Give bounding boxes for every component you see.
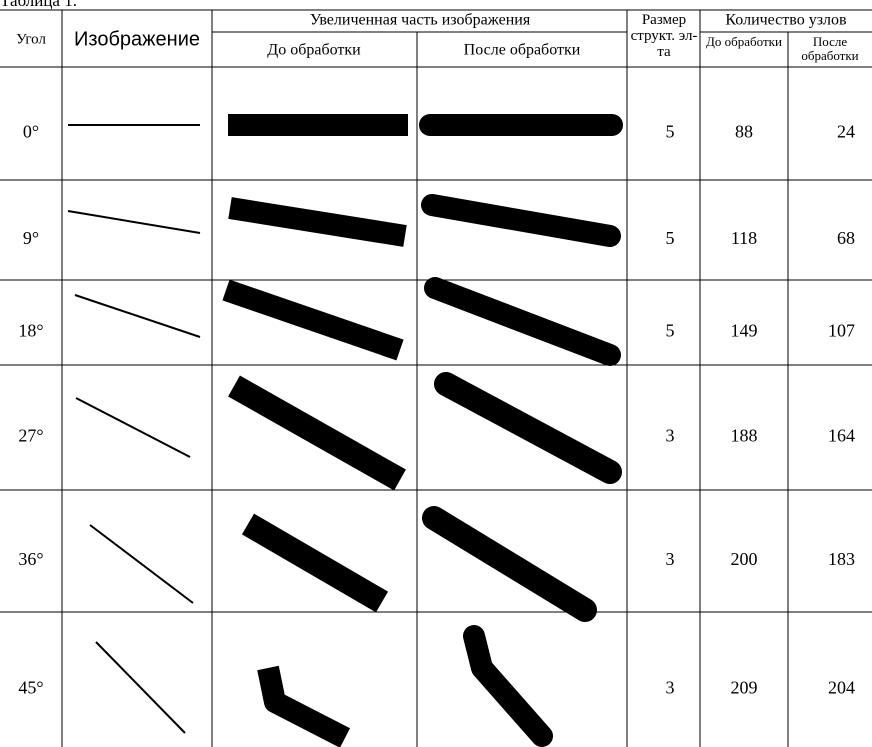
angle: 45°	[18, 678, 43, 698]
nodes-after: 107	[828, 321, 855, 341]
line-image	[68, 211, 200, 233]
zoomed-after	[435, 288, 610, 355]
header-struct: Размер структ. эл-та	[628, 12, 700, 60]
nodes-after: 183	[828, 549, 855, 569]
nodes-before: 209	[731, 678, 758, 698]
zoomed-before	[248, 524, 382, 602]
nodes-after: 164	[828, 426, 855, 446]
header-nodes-after: После обработки	[788, 35, 872, 63]
page: Таблица 1. Угол Изображение Увеличенная …	[0, 0, 872, 747]
struct-size: 5	[666, 321, 675, 341]
nodes-before: 200	[731, 549, 758, 569]
nodes-before: 188	[731, 426, 758, 446]
angle: 0°	[23, 122, 39, 142]
nodes-before: 118	[731, 228, 757, 248]
zoomed-after	[432, 205, 610, 236]
zoomed-after	[474, 636, 542, 736]
nodes-before: 88	[735, 122, 753, 142]
header-image: Изображение	[74, 28, 200, 50]
header-zoomed-after: После обработки	[464, 42, 581, 59]
header-struct-wrap: Размер структ. эл-та	[628, 12, 700, 66]
header-zoomed-before: До обработки	[267, 42, 361, 59]
nodes-before: 149	[731, 321, 758, 341]
zoomed-before	[268, 668, 345, 738]
nodes-after: 24	[837, 122, 855, 142]
struct-size: 5	[666, 122, 675, 142]
angle: 18°	[18, 321, 43, 341]
line-image	[75, 295, 200, 337]
struct-size: 3	[666, 549, 675, 569]
struct-size: 3	[666, 426, 675, 446]
angle: 36°	[18, 549, 43, 569]
line-image	[90, 525, 193, 603]
line-image	[96, 642, 185, 733]
zoomed-before	[230, 208, 405, 236]
header-nodes-before-wrap: До обработки	[700, 35, 788, 67]
header-nodes-before: До обработки	[700, 35, 788, 49]
zoomed-before	[234, 386, 400, 480]
zoomed-before	[226, 290, 400, 350]
header-nodes-after-wrap: После обработки	[788, 35, 872, 67]
angle: 27°	[18, 426, 43, 446]
caption: Таблица 1.	[0, 0, 77, 10]
line-image	[76, 398, 190, 457]
header-angle: Угол	[16, 31, 46, 47]
header-zoomed: Увеличенная часть изображения	[310, 12, 531, 29]
angle: 9°	[23, 228, 39, 248]
struct-size: 3	[666, 678, 675, 698]
zoomed-after	[434, 518, 585, 610]
nodes-after: 204	[828, 678, 855, 698]
struct-size: 5	[666, 228, 675, 248]
zoomed-after	[446, 384, 610, 472]
header-nodes: Количество узлов	[725, 12, 847, 29]
nodes-after: 68	[837, 228, 855, 248]
